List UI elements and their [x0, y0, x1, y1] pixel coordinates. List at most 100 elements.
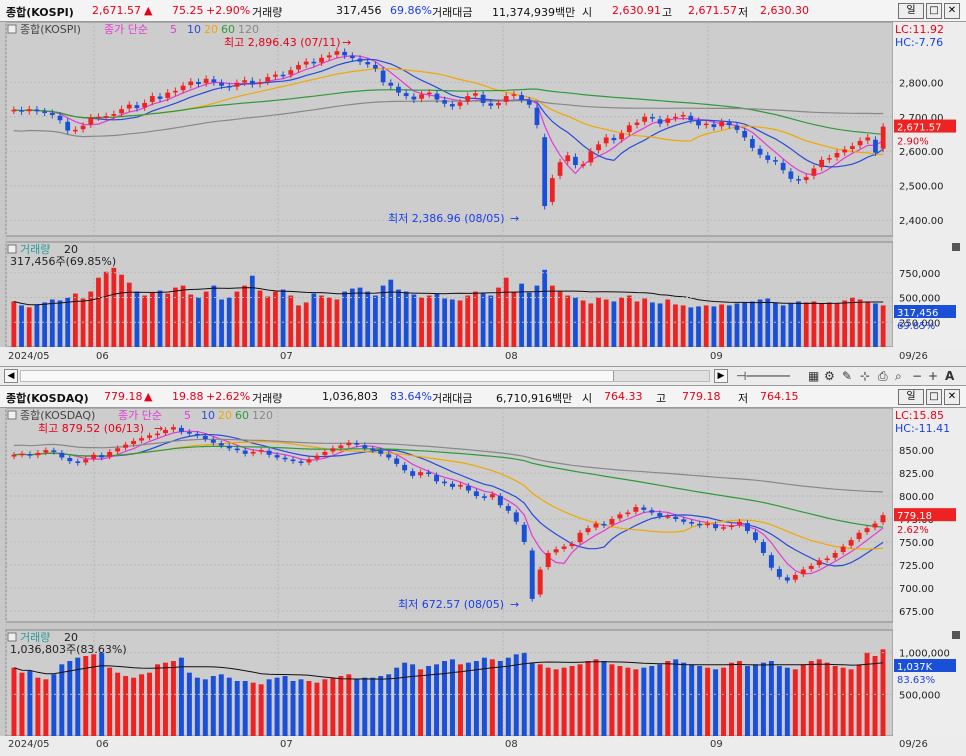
kosdaq-volume-bar	[713, 669, 719, 736]
kosdaq-ma60-line	[13, 445, 884, 528]
kosdaq-volume-bar	[681, 662, 687, 736]
kosdaq-volume-bar	[418, 669, 424, 736]
chart-settings-icon[interactable]: ⚙	[824, 369, 835, 383]
kospi-candle	[796, 179, 801, 181]
kospi-volume-bar	[426, 295, 432, 347]
kospi-candle	[65, 121, 71, 131]
kospi-candle	[165, 92, 171, 98]
kosdaq-candle	[83, 459, 89, 463]
draw-tool-icon[interactable]: ✎	[842, 369, 853, 383]
kospi-candle	[565, 155, 571, 162]
kospi-volume-bar	[42, 302, 48, 347]
kosdaq-candle	[354, 443, 360, 445]
kospi-candle	[603, 137, 609, 144]
kospi-lc: LC:11.92	[895, 23, 944, 36]
kosdaq-volume-bar	[737, 661, 742, 736]
kosdaq-legend-checkbox-icon	[7, 410, 17, 420]
kospi-chart[interactable]: 2,800.00 2,700.00 2,600.00 2,500.00 2,400.00…	[0, 22, 966, 366]
kosdaq-date-tick: 08	[505, 739, 518, 750]
maximize-icon[interactable]: □	[926, 389, 942, 405]
kosdaq-vol-tag-pct: 83.63%	[897, 675, 935, 686]
scroll-right-icon[interactable]: ▶	[714, 369, 728, 383]
kospi-volume-bar	[465, 295, 471, 347]
kospi-candle	[242, 80, 248, 83]
kospi-candle	[465, 96, 471, 102]
kosdaq-volume-bar	[266, 679, 272, 736]
kospi-candle	[196, 81, 201, 84]
maximize-icon[interactable]: □	[926, 3, 942, 19]
period-day-button[interactable]: 일	[898, 389, 924, 405]
kospi-candle	[873, 139, 878, 153]
crosshair-icon[interactable]: ⊹	[860, 369, 871, 383]
kosdaq-vol-tag-box	[894, 659, 956, 672]
kosdaq-low-label: 저	[738, 392, 749, 405]
kospi-low-note: 최저 2,386.96 (08/05)	[388, 212, 505, 225]
kospi-candle	[703, 123, 709, 126]
kospi-volume-bar	[403, 291, 409, 347]
kospi-candle	[288, 70, 294, 75]
print-icon[interactable]: ⎙	[878, 369, 888, 383]
kospi-volume-bar	[734, 303, 740, 347]
kosdaq-volume-bar	[808, 661, 814, 736]
kosdaq-candle	[218, 443, 224, 446]
scroll-left-icon[interactable]: ◀	[4, 369, 18, 383]
kosdaq-candle	[721, 527, 727, 529]
kosdaq-candle	[713, 524, 719, 529]
kosdaq-candle	[553, 549, 559, 553]
kospi-candle	[142, 102, 148, 108]
kospi-name[interactable]: 종합(KOSPI)	[6, 6, 74, 19]
kosdaq-amt-label: 거래대금	[432, 392, 473, 405]
zoom-slider-icon[interactable]: ⊣──────	[736, 369, 790, 383]
kospi-candle	[588, 151, 594, 163]
kospi-volume-bar	[803, 302, 809, 347]
kosdaq-volume-bar	[115, 672, 121, 736]
close-icon[interactable]: ✕	[944, 389, 960, 405]
kosdaq-volume-bar	[497, 661, 503, 736]
kosdaq-volume-bar	[689, 664, 695, 736]
kospi-candle	[726, 122, 732, 126]
kosdaq-candle	[489, 494, 495, 498]
kospi-volume-bar	[865, 301, 871, 347]
period-day-button[interactable]: 일	[898, 3, 924, 19]
kospi-volume-bar	[234, 291, 240, 347]
kosdaq-change: 19.88	[172, 390, 204, 403]
kospi-candle	[73, 129, 78, 132]
zoom-in-icon[interactable]: +	[928, 369, 939, 383]
kospi-candle	[88, 117, 94, 125]
kosdaq-name[interactable]: 종합(KOSDAQ)	[6, 392, 89, 405]
kospi-ma-period: 60	[221, 23, 235, 36]
kospi-price-area	[5, 22, 894, 237]
search-icon[interactable]: ⌕	[895, 369, 902, 383]
kospi-volume-bar	[280, 289, 286, 347]
kospi-volume-bar	[603, 299, 609, 347]
font-size-icon[interactable]: A	[945, 369, 955, 383]
kospi-volume-bar	[396, 289, 401, 347]
kospi-open-label: 시	[582, 6, 593, 19]
grid-settings-icon[interactable]: ▦	[808, 369, 820, 383]
kosdaq-volume-bar	[27, 671, 33, 736]
kospi-change: 75.25	[172, 4, 204, 17]
close-icon[interactable]: ✕	[944, 3, 960, 19]
kospi-volume-bar	[473, 291, 478, 347]
kosdaq-candle	[426, 472, 432, 475]
kosdaq-candle	[513, 512, 519, 522]
kosdaq-candle	[330, 448, 336, 452]
kosdaq-volume-bar	[378, 676, 384, 736]
kospi-price-tick: 2,500.00	[899, 182, 944, 193]
zoom-out-icon[interactable]: −	[912, 369, 923, 383]
kospi-candle	[642, 116, 648, 122]
kosdaq-candle	[497, 495, 503, 506]
kosdaq-candle	[178, 427, 184, 432]
kosdaq-volume-bar	[75, 657, 81, 736]
kosdaq-volume-bar	[346, 674, 352, 736]
kospi-volume-bar	[142, 295, 148, 347]
kosdaq-candle	[633, 507, 639, 512]
scroll-thumb[interactable]	[613, 371, 709, 381]
kosdaq-chart[interactable]: 850.00825.00800.00775.00750.00725.00700.…	[0, 408, 966, 756]
kosdaq-volume-bar	[59, 664, 65, 736]
kospi-volume-bar	[757, 299, 763, 347]
right-arrow-icon: →	[342, 36, 351, 49]
kosdaq-volume-bar	[473, 661, 479, 736]
kospi-price-tag-box	[894, 119, 956, 133]
scroll-track[interactable]	[20, 370, 710, 382]
